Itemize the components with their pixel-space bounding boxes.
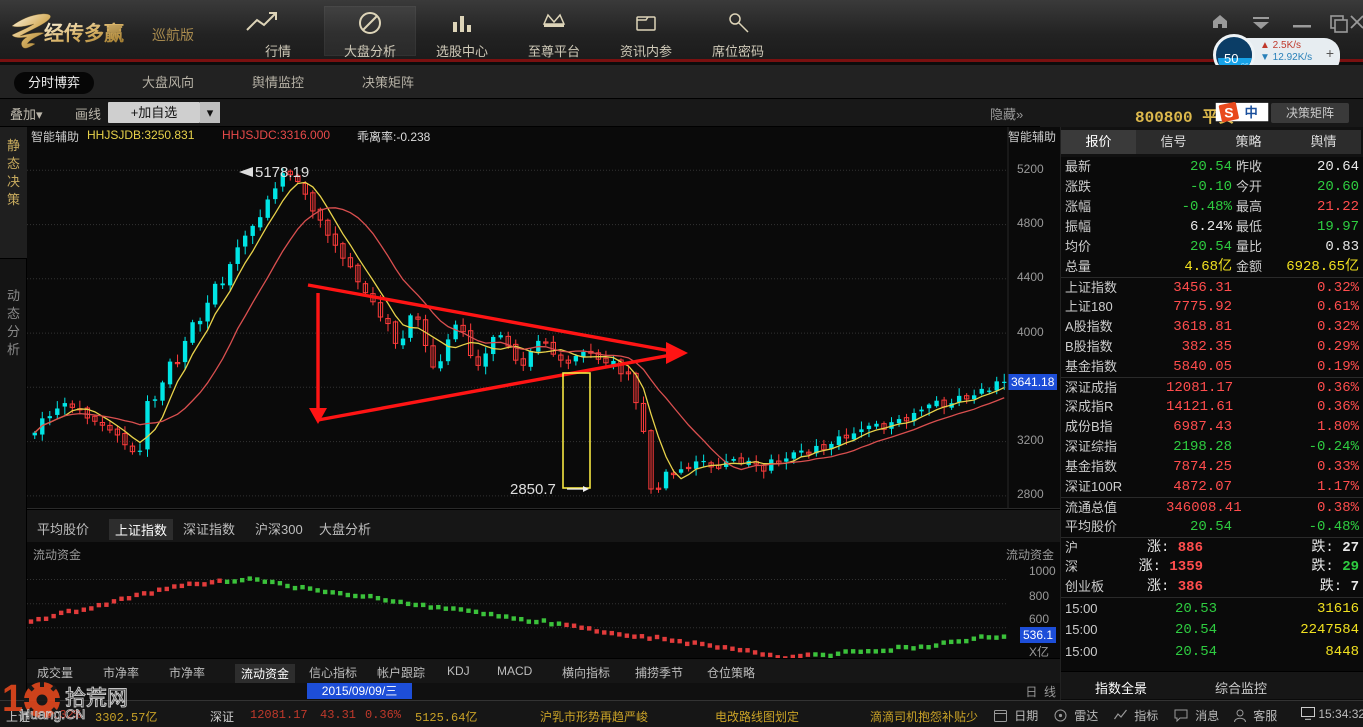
svg-text:5178.19: 5178.19: [255, 164, 309, 181]
svg-text:经传多赢: 经传多赢: [44, 21, 124, 45]
svg-text:中: 中: [1245, 104, 1258, 120]
svg-text:50: 50: [1224, 51, 1238, 66]
svg-text:巡航版: 巡航版: [152, 27, 194, 43]
svg-text:2850.7: 2850.7: [510, 481, 556, 498]
svg-text:S: S: [1224, 104, 1233, 120]
